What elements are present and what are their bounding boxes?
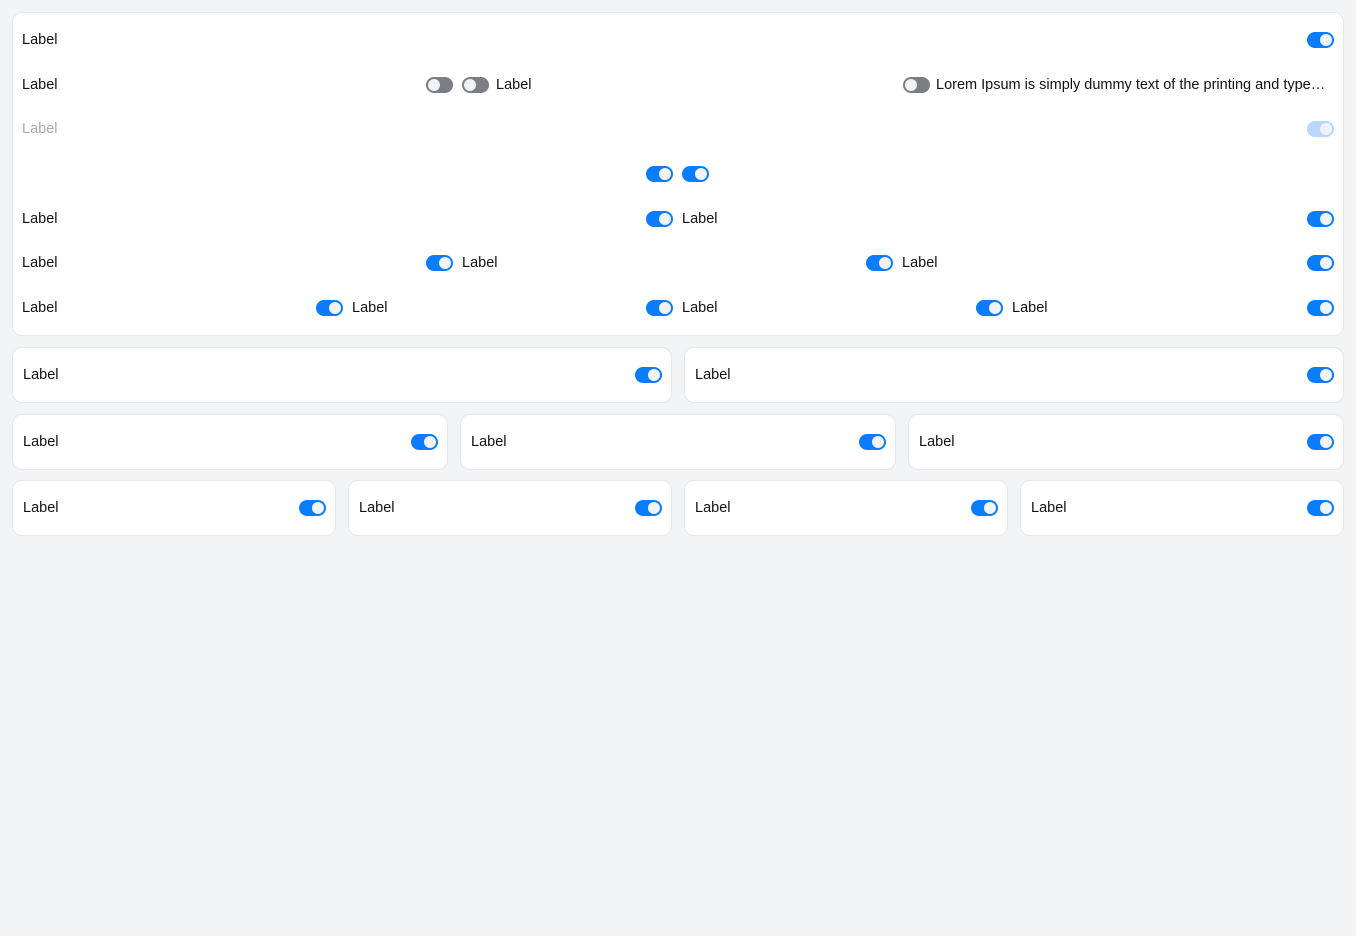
toggle-card: Label — [12, 480, 336, 536]
label: Label — [919, 434, 955, 450]
toggle-on[interactable] — [316, 300, 343, 316]
toggle-on[interactable] — [976, 300, 1003, 316]
toggle-on[interactable] — [682, 166, 709, 182]
toggle-on[interactable] — [1307, 211, 1334, 227]
toggle-card: Label — [908, 414, 1344, 470]
toggle-on[interactable] — [646, 300, 673, 316]
toggle-off[interactable] — [426, 77, 453, 93]
label: Label — [22, 255, 58, 271]
label: Label — [902, 255, 938, 271]
toggle-on[interactable] — [1307, 32, 1334, 48]
label: Label — [682, 211, 718, 227]
toggle-card: Label — [684, 480, 1008, 536]
toggle-on[interactable] — [1307, 300, 1334, 316]
toggle-card: Label — [460, 414, 896, 470]
toggle-on[interactable] — [635, 500, 662, 516]
toggle-card: Label — [348, 480, 672, 536]
toggle-on[interactable] — [859, 434, 886, 450]
toggle-on[interactable] — [1307, 500, 1334, 516]
toggle-on[interactable] — [646, 211, 673, 227]
label: Label — [462, 255, 498, 271]
label: Label — [1031, 500, 1067, 516]
toggle-list-card: Label Label Label Lorem Ipsum is simply … — [12, 12, 1344, 336]
toggle-on[interactable] — [971, 500, 998, 516]
two-column-row: Label Label — [12, 347, 1344, 403]
toggle-disabled — [1307, 121, 1334, 137]
toggle-on[interactable] — [1307, 434, 1334, 450]
toggle-on[interactable] — [1307, 255, 1334, 271]
toggle-card: Label — [12, 414, 448, 470]
toggle-on[interactable] — [646, 166, 673, 182]
four-column-row: Label Label Label Label — [12, 480, 1344, 536]
label: Label — [22, 300, 58, 316]
toggle-off[interactable] — [903, 77, 930, 93]
label: Label — [695, 367, 731, 383]
label: Label — [471, 434, 507, 450]
toggle-on[interactable] — [426, 255, 453, 271]
toggle-card: Label — [12, 347, 672, 403]
toggle-on[interactable] — [635, 367, 662, 383]
label: Label — [682, 300, 718, 316]
toggle-on[interactable] — [299, 500, 326, 516]
toggle-card: Label — [684, 347, 1344, 403]
label: Label — [695, 500, 731, 516]
toggle-card: Label — [1020, 480, 1344, 536]
label: Label — [352, 300, 388, 316]
disabled-label: Label — [22, 121, 58, 137]
toggle-on[interactable] — [411, 434, 438, 450]
label: Label — [1012, 300, 1048, 316]
three-column-row: Label Label Label — [12, 414, 1344, 470]
label: Label — [22, 77, 58, 93]
label: Label — [23, 434, 59, 450]
lorem-label: Lorem Ipsum is simply dummy text of the … — [936, 77, 1330, 93]
label: Label — [496, 77, 532, 93]
label: Label — [359, 500, 395, 516]
label: Label — [23, 367, 59, 383]
label: Label — [22, 32, 58, 48]
toggle-on[interactable] — [866, 255, 893, 271]
label: Label — [22, 211, 58, 227]
toggle-on[interactable] — [1307, 367, 1334, 383]
label: Label — [23, 500, 59, 516]
toggle-off[interactable] — [462, 77, 489, 93]
